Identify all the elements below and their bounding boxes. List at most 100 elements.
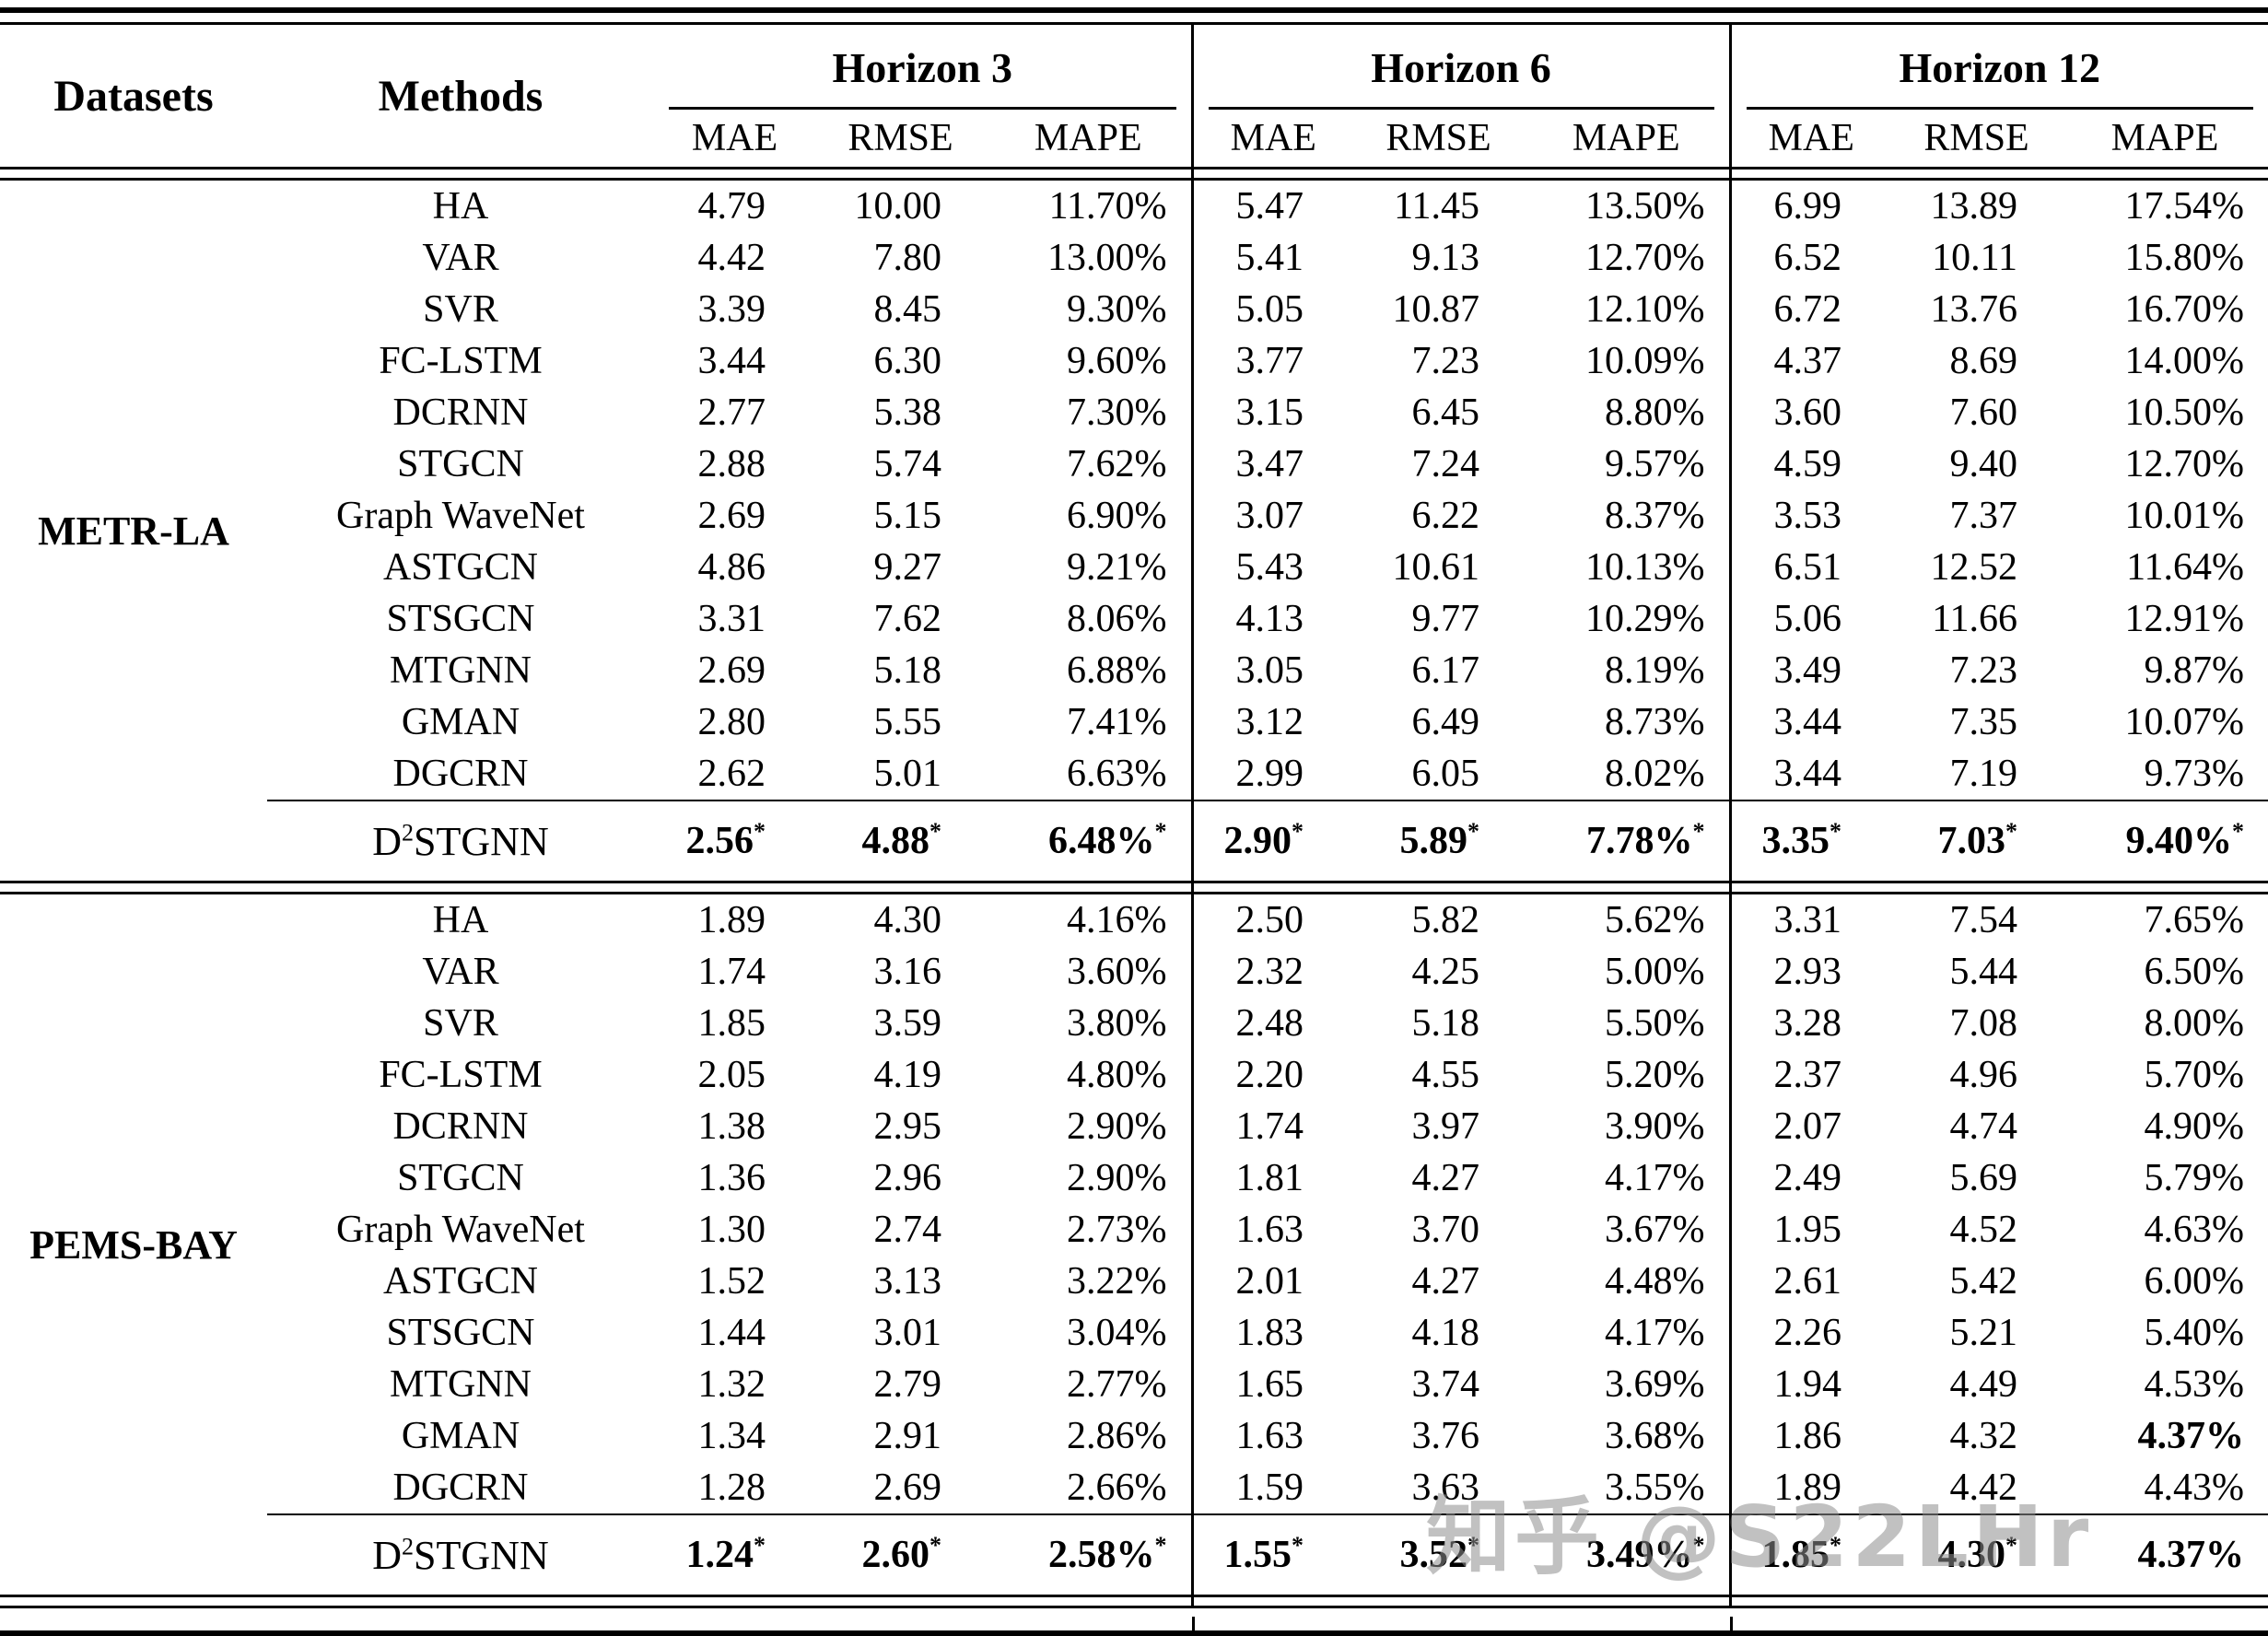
- cell-value: 1.34: [697, 1415, 766, 1457]
- cell-value-best: 4.88*: [815, 800, 986, 882]
- cell-value: 1.95: [1728, 1204, 1892, 1256]
- cell-value-best: 2.90*: [1190, 800, 1354, 882]
- cell-value: 11.64%: [2126, 546, 2245, 589]
- cell-value: 3.53: [1728, 490, 1892, 542]
- rule-cell: [0, 1595, 267, 1608]
- cell-value: 4.32: [1949, 1415, 2018, 1457]
- cell-method: ASTGCN: [382, 546, 539, 589]
- cell-value: 5.62%: [1605, 899, 1705, 941]
- cell-value: 7.41%: [1067, 701, 1167, 743]
- cell-value: 4.30: [873, 899, 942, 941]
- cmidrule: [669, 107, 1176, 110]
- col-header-rmse: RMSE: [1385, 117, 1491, 159]
- cell-value: 9.87%: [2144, 649, 2245, 692]
- rule-cell: [0, 881, 267, 894]
- cell-method: D2STGNN: [267, 800, 654, 882]
- cell-value: 1.59: [1190, 1462, 1354, 1514]
- cell-value-best: 1.24*: [654, 1513, 815, 1596]
- cell-value: 4.43%: [2144, 1467, 2245, 1509]
- cell-value: 4.55: [1411, 1054, 1480, 1096]
- cell-value: 3.76: [1411, 1415, 1480, 1457]
- rule-cell: [654, 881, 815, 894]
- cell-value: 4.25: [1411, 951, 1480, 993]
- cell-value: 8.73%: [1605, 701, 1705, 743]
- cell-value: 3.12: [1190, 696, 1354, 748]
- dataset-label: METR-LA: [38, 508, 229, 554]
- double-rule-row: [0, 167, 2268, 181]
- cell-value: 6.90%: [1067, 495, 1167, 537]
- cell-value: 9.27: [873, 546, 942, 589]
- table-row: DGCRN 1.28 2.69 2.66% 1.59 3.63 3.55% 1.89 4.42 4…: [0, 1462, 2268, 1514]
- cell-value: 1.44: [697, 1312, 766, 1354]
- star-superscript: *: [1154, 818, 1167, 845]
- cell-value-best: 6.48%*: [986, 800, 1193, 882]
- star-superscript: *: [929, 1532, 941, 1559]
- cell-value: 2.80: [697, 701, 766, 743]
- cell-value: 2.73%: [1067, 1209, 1167, 1251]
- star-superscript: *: [1692, 818, 1705, 845]
- rule-cell: [1891, 881, 2063, 894]
- cell-value: 6.05: [1411, 753, 1480, 795]
- cell-value: 5.79%: [2144, 1157, 2245, 1199]
- col-group-horizon-6: Horizon 6: [1190, 25, 1731, 110]
- metric-header-row: MAE RMSE MAPE MAE RMSE MAPE MAE RMSE MAP…: [0, 110, 2268, 169]
- cell-value: 7.30%: [1067, 391, 1167, 434]
- cell-value: 8.06%: [1067, 598, 1167, 640]
- cell-value: 8.80%: [1605, 391, 1705, 434]
- cell-value: 3.44: [1728, 748, 1892, 800]
- cell-value: 3.49: [1728, 645, 1892, 696]
- cell-value: 2.32: [1190, 946, 1354, 998]
- cell-method: FC-LSTM: [379, 1054, 543, 1096]
- rule-cell: [0, 167, 267, 181]
- rule-cell: [2062, 881, 2268, 894]
- cell-value: 4.17%: [1605, 1157, 1705, 1199]
- cell-value: 2.79: [873, 1363, 942, 1406]
- cell-value: 3.16: [873, 951, 942, 993]
- column-divider-tick: [1192, 1617, 1195, 1630]
- col-header-mape: MAPE: [1572, 117, 1680, 159]
- dataset-label: PEMS-BAY: [29, 1221, 238, 1268]
- star-superscript: *: [754, 818, 766, 845]
- cell-value: 2.69: [873, 1467, 942, 1509]
- table-row: STGCN 1.36 2.96 2.90% 1.81 4.27 4.17% 2.49 5.69 5…: [0, 1152, 2268, 1204]
- table-row: VAR 4.42 7.80 13.00% 5.41 9.13 12.70% 6.52 10.11…: [0, 232, 2268, 284]
- cell-value: 2.91: [873, 1415, 942, 1457]
- cell-value: 5.50%: [1605, 1002, 1705, 1045]
- table-row: ASTGCN 4.86 9.27 9.21% 5.43 10.61 10.13% 6.51 12…: [0, 542, 2268, 593]
- cell-value: 12.10%: [1585, 288, 1705, 331]
- cell-value: 9.13: [1411, 237, 1480, 279]
- rule-cell: [1190, 1595, 1354, 1608]
- cell-method: DGCRN: [392, 753, 529, 795]
- cell-value: 1.38: [697, 1105, 766, 1148]
- cell-value: 3.39: [697, 288, 766, 331]
- star-superscript: *: [1154, 1532, 1167, 1559]
- table-row: METR-LA HA 4.79 10.00 11.70% 5.47 11.45 13.50% 6…: [0, 179, 2268, 554]
- cell-value: 6.50%: [2144, 951, 2245, 993]
- star-superscript: *: [1292, 1532, 1304, 1559]
- cell-value: 3.67%: [1605, 1209, 1705, 1251]
- star-superscript: *: [2005, 818, 2018, 845]
- table-row: Graph WaveNet 2.69 5.15 6.90% 3.07 6.22 8.37% 3…: [0, 490, 2268, 542]
- cell-value: 5.40%: [2144, 1312, 2245, 1354]
- cell-value: 4.37%: [2137, 1415, 2245, 1457]
- cell-value: 1.28: [697, 1467, 766, 1509]
- cell-value: 4.27: [1411, 1260, 1480, 1303]
- rule-cell: [1524, 1595, 1731, 1608]
- double-rule-row: [0, 1595, 2268, 1608]
- table-row: Graph WaveNet 1.30 2.74 2.73% 1.63 3.70 3.67% 1…: [0, 1204, 2268, 1256]
- cell-value: 3.59: [873, 1002, 942, 1045]
- cell-method: STSGCN: [386, 1312, 535, 1354]
- cell-value: 6.17: [1411, 649, 1480, 692]
- cell-value: 2.69: [697, 649, 766, 692]
- cell-value: 4.27: [1411, 1157, 1480, 1199]
- group-label: Horizon 12: [1899, 43, 2101, 91]
- best-method-row: D2STGNN 1.24* 2.60* 2.58%* 1.55* 3.52* 3.49%* 1…: [0, 1513, 2268, 1596]
- cell-value: 1.65: [1190, 1359, 1354, 1410]
- cell-value: 13.50%: [1585, 185, 1705, 228]
- cell-value-best: 2.56*: [654, 800, 815, 882]
- cell-value: 3.68%: [1605, 1415, 1705, 1457]
- col-header-mape: MAPE: [1034, 117, 1142, 159]
- best-method-row: D2STGNN 2.56* 4.88* 6.48%* 2.90* 5.89* 7.78%* 3…: [0, 800, 2268, 882]
- cell-value: 5.21: [1949, 1312, 2018, 1354]
- star-superscript: *: [1292, 818, 1304, 845]
